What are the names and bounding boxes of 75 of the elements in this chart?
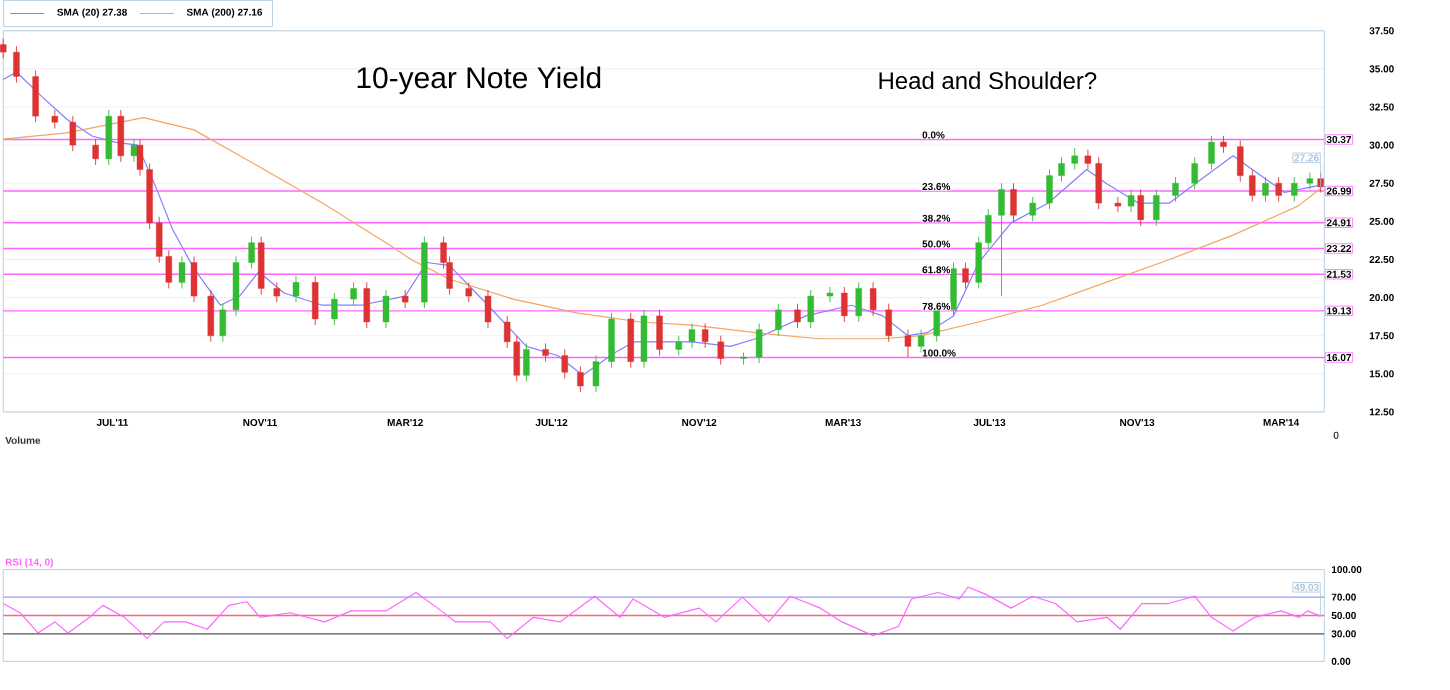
text: 10-year Note Yield [357, 66, 601, 95]
candlestick [869, 282, 877, 317]
candlestick [1208, 135, 1215, 171]
candlestick [740, 352, 747, 366]
candlestick [130, 138, 138, 163]
candlestick [962, 262, 969, 290]
candlestick [950, 262, 957, 317]
candlestick [69, 116, 77, 153]
candlestick [717, 335, 724, 366]
candlestick [1127, 189, 1135, 214]
candlestick [0, 38, 7, 60]
candlestick [1275, 177, 1282, 203]
candlestick [178, 256, 186, 290]
candlestick [401, 289, 409, 310]
candlestick [1046, 169, 1053, 210]
candlestick [32, 70, 39, 124]
candlestick [219, 303, 226, 343]
candlestick [577, 366, 584, 393]
candlestick [105, 109, 113, 166]
candlestick [656, 309, 663, 357]
candlestick [675, 335, 682, 357]
candlestick [1291, 177, 1298, 203]
candlestick [190, 256, 198, 303]
candlestick [1153, 189, 1160, 227]
candlestick [92, 138, 99, 166]
candlestick [1071, 148, 1078, 171]
candlestick [885, 303, 892, 343]
candlestick [1249, 169, 1256, 203]
candlestick [207, 289, 214, 343]
candlestick [627, 312, 634, 369]
candlestick [826, 286, 834, 303]
candlestick [1237, 140, 1244, 183]
candlestick [1262, 177, 1269, 203]
candlestick [1114, 196, 1122, 214]
candlestick [523, 343, 530, 383]
candlestick [688, 323, 696, 349]
candlestick [51, 109, 59, 130]
candlestick [248, 236, 255, 270]
candlestick [292, 276, 300, 303]
candlestick [484, 289, 492, 329]
candlestick [117, 109, 125, 163]
candlestick [775, 303, 782, 337]
candlestick [542, 343, 549, 363]
candlestick [608, 312, 615, 369]
candlestick [755, 323, 763, 364]
candlestick [331, 292, 338, 326]
candlestick [701, 323, 709, 349]
candlestick [363, 282, 370, 329]
candlestick [311, 276, 319, 326]
candlestick [13, 45, 20, 84]
candlestick [841, 286, 848, 323]
candlestick [1172, 177, 1179, 203]
candlestick [465, 282, 472, 303]
candlestick [1058, 157, 1065, 183]
annotation: Head and Shoulder? [879, 71, 1097, 90]
candlestick [1010, 183, 1017, 223]
candlestick [273, 282, 280, 303]
candlestick [257, 236, 265, 296]
candlestick [807, 289, 814, 329]
candlestick [1029, 196, 1036, 223]
line-series [2, 586, 1322, 640]
candlestick [794, 303, 801, 329]
candlestick [232, 256, 240, 317]
candlestick [998, 183, 1005, 297]
candlestick [917, 329, 925, 354]
candlestick [640, 309, 648, 369]
candlestick [904, 329, 912, 358]
candlestick [1306, 172, 1314, 191]
candlestick [592, 355, 600, 393]
candlestick [350, 282, 357, 307]
candlestick [382, 289, 390, 329]
candlestick [561, 349, 568, 380]
candlestick [1137, 189, 1144, 227]
candlestick [855, 282, 862, 323]
candlestick [1191, 157, 1198, 191]
